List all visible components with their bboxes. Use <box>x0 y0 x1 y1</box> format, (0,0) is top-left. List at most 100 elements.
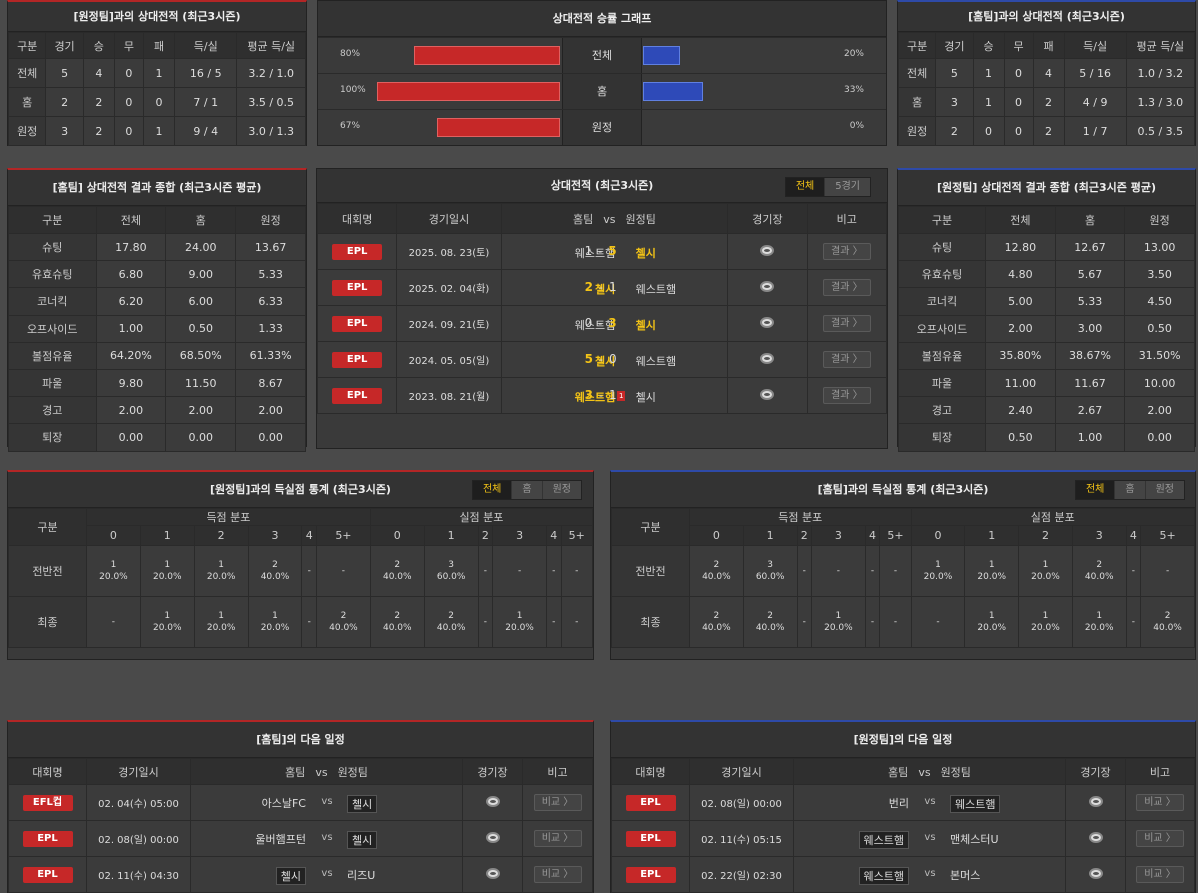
compare-button[interactable]: 비교 〉 <box>533 830 582 847</box>
compare-button[interactable]: 비교 〉 <box>533 794 582 811</box>
stadium-icon[interactable] <box>485 795 500 807</box>
percent: 40.0% <box>260 572 290 582</box>
compare-button[interactable]: 비교 〉 <box>533 866 582 883</box>
stadium-icon[interactable] <box>760 280 775 292</box>
count: 2 <box>448 611 455 621</box>
conceded-cell: - <box>1125 596 1142 648</box>
match-row: EPL 2024. 09. 21(토) 웨스트햄 0-3 첼시 결과 〉 <box>316 305 888 342</box>
tab-0[interactable]: 전체 <box>1075 481 1116 499</box>
percent: 20.0% <box>99 572 128 582</box>
conceded-cell: - <box>477 545 494 597</box>
count: 1 <box>1096 611 1103 621</box>
column-header: 패 <box>142 32 176 59</box>
count: - <box>870 617 875 627</box>
stadium-icon[interactable] <box>760 316 775 328</box>
table-row: 볼점유율 35.80% 38.67% 31.50% <box>897 341 1195 370</box>
away-score: 0 <box>608 352 617 366</box>
winrate-row: 100% 홈 33% <box>318 73 886 109</box>
match-date: 2025. 02. 04(화) <box>396 269 502 306</box>
compare-button[interactable]: 비교 〉 <box>1136 866 1184 883</box>
goal-count-header: 0 <box>86 525 141 546</box>
stadium-icon[interactable] <box>1088 831 1103 843</box>
percent: 20.0% <box>260 623 290 633</box>
tab-2[interactable]: 원정 <box>1145 481 1184 499</box>
right-percent: 20% <box>843 49 864 59</box>
col-league: 대회명 <box>316 203 398 234</box>
result-button[interactable]: 결과 〉 <box>822 387 871 404</box>
schedule-row: EPL 02. 08(일) 00:00 울버햄프턴 vs 첼시 비교 〉 <box>8 820 593 857</box>
conceded-cell: 2 40.0% <box>1071 545 1127 597</box>
cell: 0.00 <box>235 423 306 452</box>
cell: 3.00 <box>1054 314 1126 343</box>
compare-button[interactable]: 비교 〉 <box>1136 830 1184 847</box>
match-teams: 웨스트햄 1-5 첼시 <box>500 233 729 270</box>
stadium-icon[interactable] <box>760 244 775 256</box>
vs-label: vs <box>924 868 936 879</box>
column-header: 평균 득/실 <box>1125 32 1196 59</box>
stadium-icon[interactable] <box>485 831 500 843</box>
stadium-icon[interactable] <box>485 867 500 879</box>
col-home: 홈팀 <box>888 765 909 779</box>
winrate-label: 홈 <box>562 74 642 109</box>
row-label: 최종 <box>611 596 690 648</box>
tab-1[interactable]: 홈 <box>512 481 543 499</box>
tab-2[interactable]: 원정 <box>542 481 581 499</box>
home-team: 첼시 <box>595 283 616 296</box>
match-teams: 첼시 5-0 웨스트햄 <box>500 341 729 378</box>
tab-1[interactable]: 5경기 <box>825 178 870 196</box>
header-row: 구분 전체 홈 원정 <box>897 206 1195 234</box>
row-label: 유효슈팅 <box>897 260 987 289</box>
stadium-icon[interactable] <box>760 388 775 400</box>
table-row: 경고 2.40 2.67 2.00 <box>897 396 1195 425</box>
stadium-icon[interactable] <box>1088 867 1103 879</box>
stadium-icon[interactable] <box>760 352 775 364</box>
cell: 1.00 <box>1054 423 1126 452</box>
col-home: 홈팀 <box>285 765 306 779</box>
conceded-cell: 2 40.0% <box>369 596 425 648</box>
home-score: 2 <box>584 280 593 294</box>
col-date: 경기일시 <box>396 203 502 234</box>
cell: 0 <box>1003 58 1034 88</box>
result-button[interactable]: 결과 〉 <box>822 351 871 368</box>
count: 2 <box>713 611 720 621</box>
vs-label: vs <box>321 796 333 807</box>
count: 1 <box>164 611 171 621</box>
tab-0[interactable]: 전체 <box>785 178 826 196</box>
result-button[interactable]: 결과 〉 <box>822 315 871 332</box>
cell: 2.00 <box>985 314 1056 343</box>
percent: 20.0% <box>206 572 236 582</box>
percent: 60.0% <box>436 572 466 582</box>
compare-button[interactable]: 비교 〉 <box>1136 794 1184 811</box>
cell: 3.5 / 0.5 <box>236 87 306 117</box>
col-league: 대회명 <box>611 758 690 785</box>
header-row: 구분 경기 승 무 패 득/실 평균 득/실 <box>897 32 1196 59</box>
column-header: 전체 <box>985 206 1056 234</box>
left-percent: 100% <box>340 85 366 95</box>
col-away: 원정팀 <box>625 212 656 226</box>
result-button[interactable]: 결과 〉 <box>822 279 871 296</box>
score: 2-1 <box>576 280 626 294</box>
count: - <box>836 566 841 576</box>
row-label: 경고 <box>8 396 97 425</box>
tab-1[interactable]: 홈 <box>1115 481 1146 499</box>
red-card-icon: 1 <box>617 391 626 401</box>
column-header: 승 <box>972 32 1005 59</box>
stadium-icon[interactable] <box>1088 795 1103 807</box>
row-label: 볼점유율 <box>897 341 987 370</box>
cell: 5.67 <box>1054 260 1126 289</box>
right-percent: 33% <box>843 85 864 95</box>
result-button[interactable]: 결과 〉 <box>822 243 871 260</box>
scored-cell: 2 40.0% <box>247 545 303 597</box>
percent: 20.0% <box>505 623 534 633</box>
league-badge: EPL <box>625 830 676 847</box>
col-note: 비고 <box>1125 758 1195 785</box>
cell: 2 <box>1032 87 1065 117</box>
percent: 20.0% <box>824 623 853 633</box>
away-score: 1 <box>608 280 617 294</box>
away-score: 5 <box>608 244 617 258</box>
col-home: 홈팀 <box>573 212 594 226</box>
cell: 4 <box>82 58 115 88</box>
tab-0[interactable]: 전체 <box>472 481 513 499</box>
scored-cell: - <box>301 545 317 597</box>
